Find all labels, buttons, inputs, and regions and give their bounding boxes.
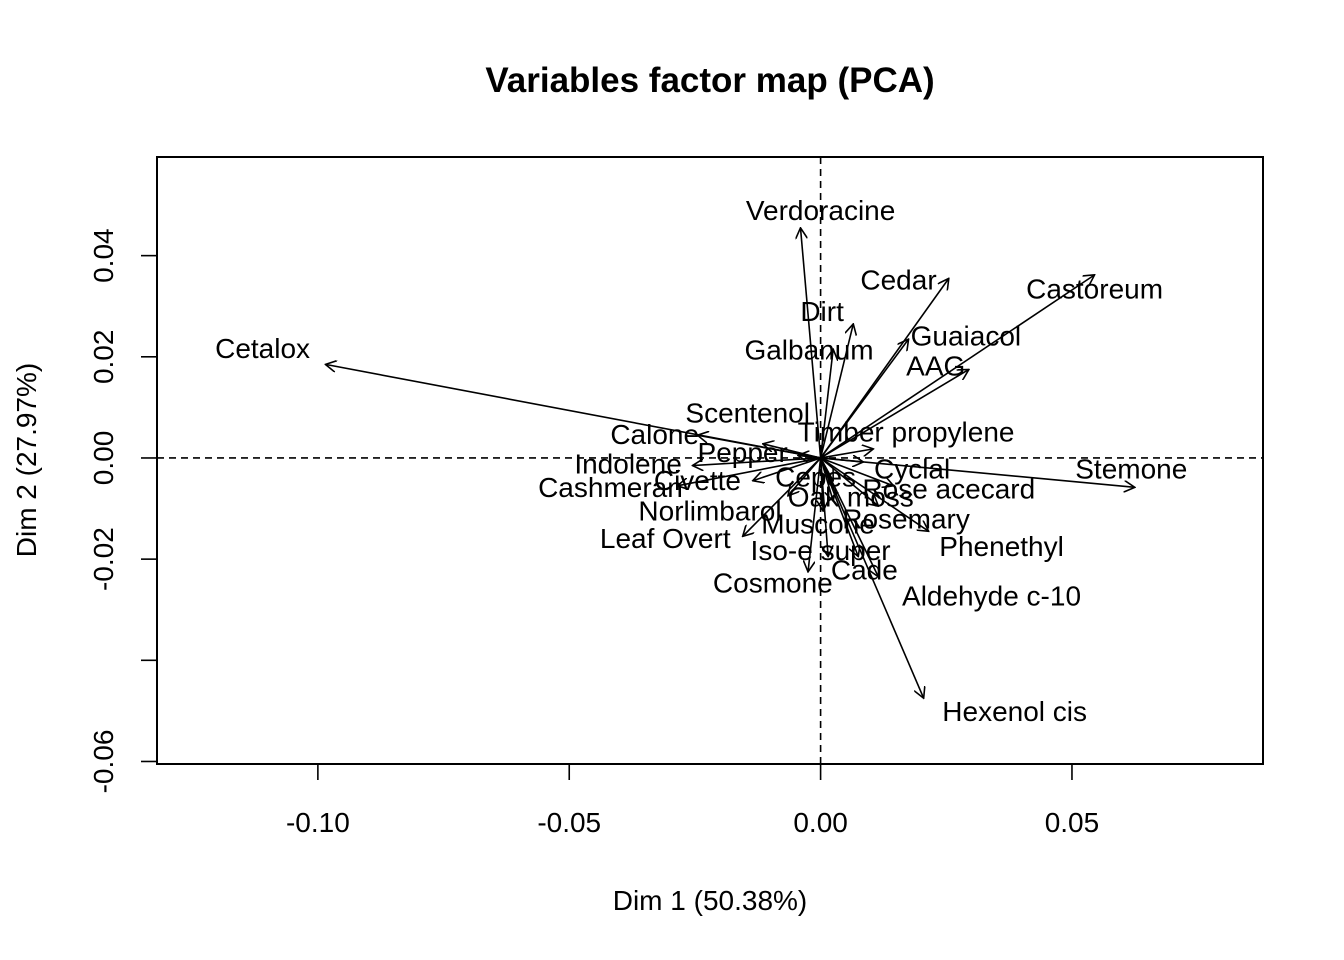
variable-arrow [808, 457, 822, 572]
x-axis-label: Dim 1 (50.38%) [613, 885, 808, 916]
y-axis: -0.06 -0.02 0.00 0.02 0.04 [88, 228, 158, 794]
x-tick-label: -0.05 [537, 807, 601, 838]
y-tick-label: 0.00 [88, 431, 119, 486]
x-tick-label: 0.05 [1045, 807, 1100, 838]
variable-arrow [820, 457, 894, 486]
variable-label: Cedar [860, 264, 936, 295]
variable-label: Stemone [1075, 454, 1187, 485]
variable-arrow [819, 349, 834, 459]
variable-arrow [753, 457, 821, 481]
variable-label: Civette [654, 465, 741, 496]
y-tick-label: 0.04 [88, 228, 119, 283]
variable-arrow [819, 457, 829, 557]
x-tick-label: -0.10 [286, 807, 350, 838]
variable-arrow [819, 457, 879, 577]
variable-arrow [677, 457, 821, 486]
variable-arrow [692, 457, 821, 466]
variable-label: Guaiacol [911, 320, 1022, 351]
variable-label: Norlimbarol [638, 495, 781, 526]
variable-label: AAG [906, 350, 965, 381]
variable-label: Rosemary [842, 504, 970, 535]
y-axis-label: Dim 2 (27.97%) [11, 363, 42, 558]
variable-label: Scentenol [685, 397, 810, 428]
variable-arrow [743, 457, 822, 536]
variable-label: Pepper [698, 437, 788, 468]
x-axis: -0.10 -0.05 0.00 0.05 [286, 763, 1100, 838]
variable-arrow [820, 457, 929, 531]
variable-label: Cashmeran [538, 472, 683, 503]
variable-label: Cyclal [874, 454, 950, 485]
variable-label: Aldehyde c-10 [902, 580, 1081, 611]
variable-label: Verdoracine [746, 195, 895, 226]
variable-label: Phenethyl [939, 531, 1064, 562]
variable-label: Rose acecard [862, 474, 1035, 505]
y-tick-label: -0.06 [88, 730, 119, 794]
variable-arrow [819, 339, 909, 459]
x-tick-label: 0.00 [793, 807, 848, 838]
variable-label: Indolene [574, 448, 681, 479]
variable-label: Leaf Overt [600, 523, 731, 554]
variable-arrow [820, 449, 874, 459]
variable-arrow [820, 457, 879, 506]
variable-label: Muscone [761, 509, 875, 540]
y-tick-label: 0.02 [88, 330, 119, 385]
variable-label: Oak moss [788, 481, 914, 512]
variable-arrows [325, 228, 1134, 698]
variable-label: Hexenol cis [942, 696, 1087, 727]
variable-label: Iso-e super [751, 535, 891, 566]
variable-label: Galbanum [744, 335, 873, 366]
variable-arrow [820, 275, 1095, 459]
variable-arrow [820, 369, 969, 459]
variable-label: Timber propylene [798, 417, 1015, 448]
variable-arrow [819, 324, 854, 459]
variable-labels: Verdoracine Cedar Castoreum Dirt Guaiacol Gal… [215, 195, 1187, 727]
variable-label: Castoreum [1026, 273, 1163, 304]
variable-label: Cade [831, 555, 898, 586]
variable-label: Cosmone [713, 567, 833, 598]
variable-label: Dirt [800, 296, 844, 327]
variable-label: Calone [610, 419, 699, 450]
variable-arrow [800, 228, 822, 459]
y-tick-label: -0.02 [88, 527, 119, 591]
variable-label: Cetalox [215, 333, 310, 364]
variable-arrow [819, 457, 924, 698]
variable-arrow [820, 457, 1135, 487]
chart-title: Variables factor map (PCA) [485, 61, 934, 100]
variable-label: Cepes [775, 462, 856, 493]
